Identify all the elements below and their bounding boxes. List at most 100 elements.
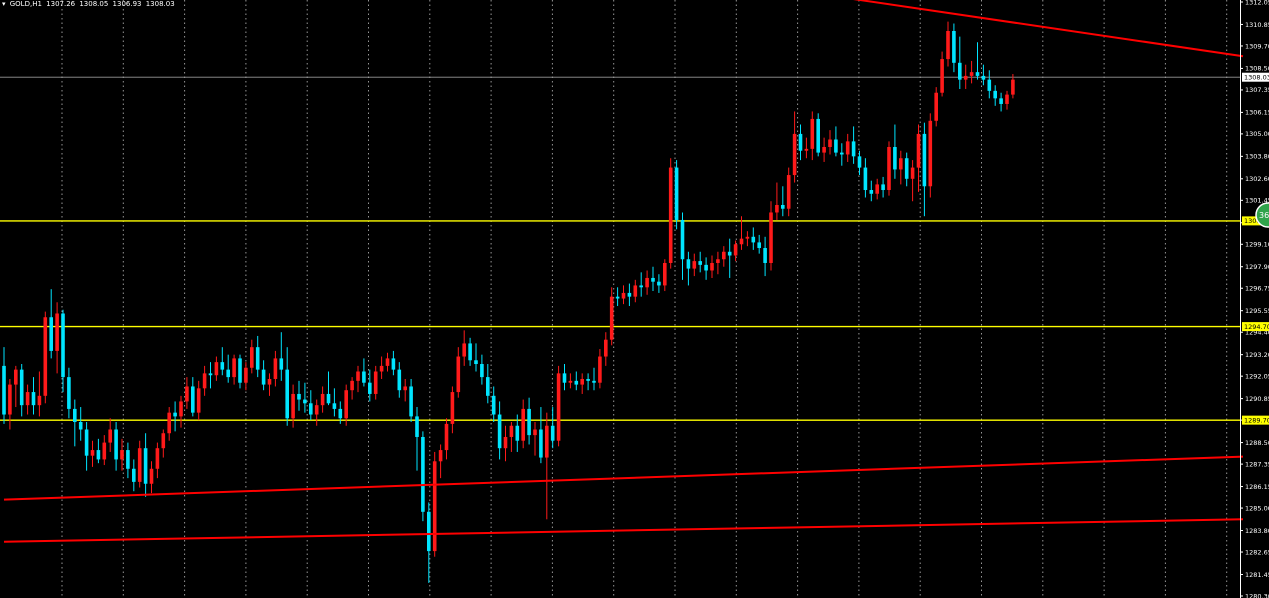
candle-body xyxy=(609,296,614,340)
triangle-down-icon[interactable]: ▾ xyxy=(2,0,6,8)
candle-body xyxy=(14,369,18,385)
alert-badge[interactable]: 36 xyxy=(1255,202,1269,228)
candle-body xyxy=(863,167,868,191)
trend-line[interactable] xyxy=(3,518,1244,543)
candle-body xyxy=(326,393,331,404)
candle-body xyxy=(857,156,862,168)
candle-body xyxy=(663,262,667,286)
candle-body xyxy=(132,468,136,482)
candle-body xyxy=(279,358,284,370)
trend-lines[interactable] xyxy=(3,0,1244,543)
candle-body xyxy=(840,152,844,155)
axis-tick-label: 1307.35 xyxy=(1245,86,1269,94)
candle-body xyxy=(946,30,950,60)
candle-body xyxy=(568,380,573,383)
candle-body xyxy=(486,377,490,396)
candle-body xyxy=(651,277,655,282)
candle-body xyxy=(120,450,124,460)
candle-body xyxy=(881,184,885,191)
badge-circle[interactable] xyxy=(1255,202,1269,228)
horizontal-levels[interactable] xyxy=(0,76,1240,421)
candle-body xyxy=(515,425,520,441)
axis-tick-label: 1282.65 xyxy=(1245,548,1269,556)
axis-tick-label: 1303.80 xyxy=(1245,153,1269,161)
candle-body xyxy=(368,382,372,394)
candle-body xyxy=(73,408,77,423)
candle-body xyxy=(309,403,313,415)
trend-line[interactable] xyxy=(842,0,1244,58)
candle-body xyxy=(90,450,95,456)
candle-body xyxy=(179,401,183,417)
axis-tick-label: 1299.10 xyxy=(1245,241,1269,249)
candle-body xyxy=(745,236,750,239)
low-value: 1306.93 xyxy=(112,0,142,8)
candle-body xyxy=(155,448,160,469)
candle-body xyxy=(592,380,596,383)
candle-body xyxy=(775,204,779,213)
candle-body xyxy=(261,369,266,385)
candle-body xyxy=(716,259,720,263)
candle-body xyxy=(432,461,437,552)
candle-body xyxy=(43,317,48,396)
candle-body xyxy=(78,422,83,430)
level-price-tag xyxy=(1242,216,1269,226)
close-value: 1308.03 xyxy=(145,0,175,8)
candle-body xyxy=(320,393,325,406)
candle-body xyxy=(810,118,815,149)
candle-body xyxy=(202,373,207,389)
high-value: 1308.05 xyxy=(79,0,109,8)
candle-body xyxy=(285,369,289,419)
axis-tick-label: 1283.80 xyxy=(1245,527,1269,535)
candle-body xyxy=(922,133,927,187)
candle-body xyxy=(462,343,466,357)
candle-body xyxy=(196,388,201,413)
candle-body xyxy=(751,236,756,243)
candle-body xyxy=(910,167,915,179)
candle-body xyxy=(1005,94,1009,104)
candle-body xyxy=(362,371,366,383)
axis-tick-label: 1302.60 xyxy=(1245,175,1269,183)
candle-body xyxy=(733,244,738,256)
candle-body xyxy=(828,139,832,147)
current-price-tag-text: 1308.03 xyxy=(1244,74,1269,82)
candle-body xyxy=(49,317,53,351)
candle-body xyxy=(191,386,195,413)
price-axis[interactable]: 1312.05 1310.85 1309.70 1308.50 1307.35 1306.… xyxy=(1240,0,1269,598)
symbol-label: GOLD,H1 xyxy=(9,0,42,8)
candle-body xyxy=(899,158,903,170)
candle-body xyxy=(804,148,809,151)
candle-body xyxy=(373,371,378,394)
candle-body xyxy=(928,120,933,187)
candle-body xyxy=(722,251,726,260)
candle-body xyxy=(698,261,702,265)
candle-body xyxy=(55,313,59,351)
candle-body xyxy=(987,79,992,91)
level-price-tag xyxy=(1242,322,1269,332)
axis-tick-label: 1312.05 xyxy=(1245,0,1269,6)
axis-tick-label: 1306.15 xyxy=(1245,109,1269,117)
axis-tick-label: 1305.00 xyxy=(1245,130,1269,138)
level-price-tag-text: 1300.35 xyxy=(1244,217,1269,225)
candle-body xyxy=(220,362,225,370)
candle-body xyxy=(250,347,254,368)
candle-body xyxy=(303,399,307,404)
candle-body xyxy=(822,146,826,153)
candle-body xyxy=(2,365,6,415)
trend-line[interactable] xyxy=(3,455,1244,501)
candle-body xyxy=(621,292,626,299)
axis-tick-label: 1308.50 xyxy=(1245,65,1269,73)
candle-body xyxy=(468,343,472,361)
axis-tick-label: 1285.00 xyxy=(1245,504,1269,512)
candle-body xyxy=(875,184,879,194)
candle-body xyxy=(680,219,685,260)
axis-tick-label: 1290.85 xyxy=(1245,395,1269,403)
candle-body xyxy=(633,285,638,297)
candle-body xyxy=(444,423,449,451)
candle-body xyxy=(598,356,602,383)
candlesticks xyxy=(2,21,1015,583)
candle-body xyxy=(686,259,691,269)
candle-body xyxy=(421,436,425,512)
candle-body xyxy=(173,412,177,417)
axis-tick-label: 1293.20 xyxy=(1245,351,1269,359)
